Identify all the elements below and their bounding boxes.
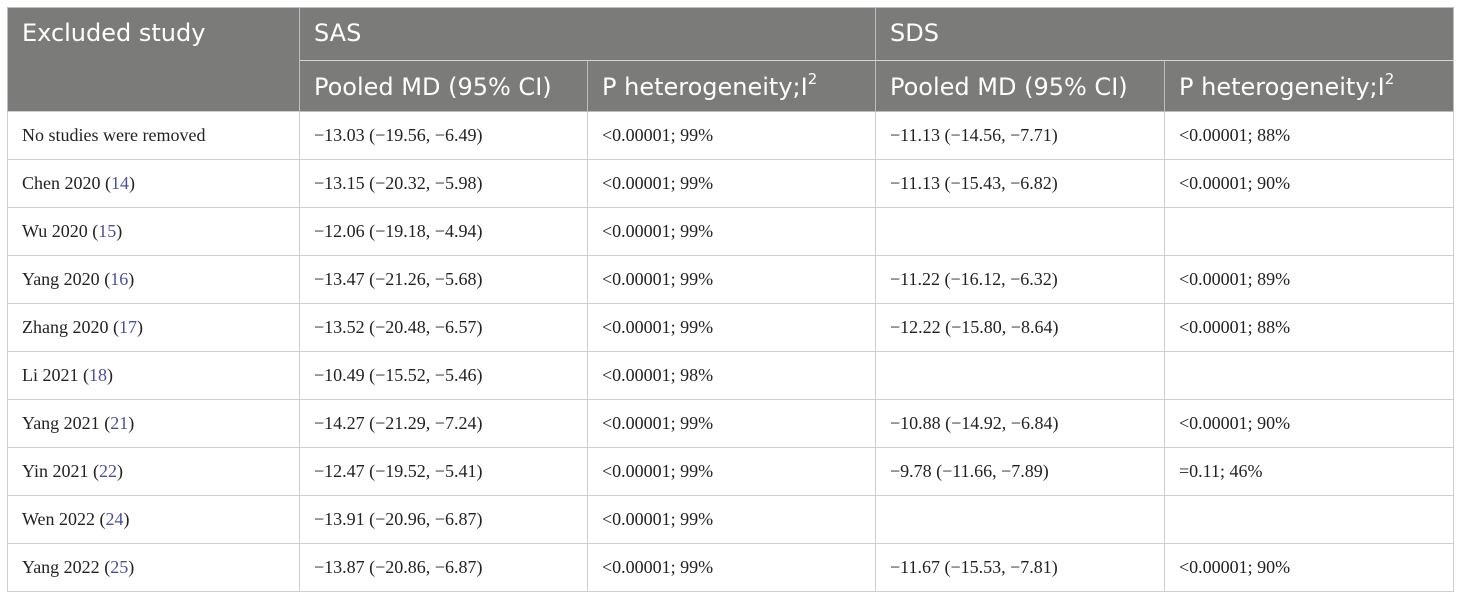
sds-p-heterogeneity-cell <box>1163 207 1455 256</box>
sds-p-heterogeneity-cell <box>1163 495 1455 544</box>
table-row: Wu 2020 (15) −12.06 (−19.18, −4.94) <0.0… <box>7 207 1455 256</box>
header-sas-p-heterogeneity: P heterogeneity;I2 <box>587 60 876 112</box>
sds-p-heterogeneity-cell: <0.00001; 88% <box>1163 303 1455 352</box>
sds-pooled-md-cell: −12.22 (−15.80, −8.64) <box>875 303 1165 352</box>
sds-pooled-md-cell: −11.13 (−14.56, −7.71) <box>875 111 1165 160</box>
reference-link[interactable]: 21 <box>110 413 129 433</box>
sds-pooled-md-cell <box>875 351 1165 400</box>
sas-p-heterogeneity-cell: <0.00001; 98% <box>587 351 876 400</box>
sas-p-heterogeneity-cell: <0.00001; 99% <box>587 111 876 160</box>
study-name: Zhang 2020 <box>22 317 109 337</box>
header-row-subcolumns: Pooled MD (95% CI) P heterogeneity;I2 Po… <box>8 60 1455 112</box>
sds-p-heterogeneity-cell <box>1163 351 1455 400</box>
header-p-het-label: P heterogeneity;I <box>1179 73 1385 101</box>
study-name: No studies were removed <box>22 125 206 145</box>
sds-p-heterogeneity-cell: <0.00001; 88% <box>1163 111 1455 160</box>
sas-pooled-md-cell: −12.47 (−19.52, −5.41) <box>299 447 588 496</box>
excluded-study-cell: Li 2021 (18) <box>7 351 300 400</box>
sds-pooled-md-cell <box>875 207 1165 256</box>
reference-link[interactable]: 15 <box>98 221 117 241</box>
sas-p-heterogeneity-cell: <0.00001; 99% <box>587 399 876 448</box>
sas-pooled-md-cell: −13.52 (−20.48, −6.57) <box>299 303 588 352</box>
table-row: Yang 2020 (16) −13.47 (−21.26, −5.68) <0… <box>7 255 1455 304</box>
header-p-het-label: P heterogeneity;I <box>602 73 808 101</box>
sds-pooled-md-cell: −11.67 (−15.53, −7.81) <box>875 543 1165 592</box>
sas-pooled-md-cell: −14.27 (−21.29, −7.24) <box>299 399 588 448</box>
sds-pooled-md-cell: −9.78 (−11.66, −7.89) <box>875 447 1165 496</box>
excluded-study-cell: Wu 2020 (15) <box>7 207 300 256</box>
header-sas-group: SAS <box>299 7 876 61</box>
study-name: Yin 2021 <box>22 461 89 481</box>
table-row: Chen 2020 (14) −13.15 (−20.32, −5.98) <0… <box>7 159 1455 208</box>
study-name: Yang 2022 <box>22 557 100 577</box>
excluded-study-cell: Yang 2021 (21) <box>7 399 300 448</box>
sds-pooled-md-cell <box>875 495 1165 544</box>
sas-pooled-md-cell: −10.49 (−15.52, −5.46) <box>299 351 588 400</box>
header-p-het-superscript: 2 <box>807 70 818 88</box>
header-excluded-study: Excluded study <box>7 7 300 112</box>
sds-p-heterogeneity-cell: =0.11; 46% <box>1163 447 1455 496</box>
study-name: Wu 2020 <box>22 221 88 241</box>
sds-p-heterogeneity-cell: <0.00001; 90% <box>1163 543 1455 592</box>
study-name: Li 2021 <box>22 365 79 385</box>
reference-link[interactable]: 25 <box>110 557 129 577</box>
table-row: Zhang 2020 (17) −13.52 (−20.48, −6.57) <… <box>7 303 1455 352</box>
header-sds-p-heterogeneity: P heterogeneity;I2 <box>1163 60 1455 112</box>
sds-p-heterogeneity-cell: <0.00001; 90% <box>1163 399 1455 448</box>
sas-p-heterogeneity-cell: <0.00001; 99% <box>587 207 876 256</box>
sas-pooled-md-cell: −13.03 (−19.56, −6.49) <box>299 111 588 160</box>
table-row: No studies were removed −13.03 (−19.56, … <box>7 111 1455 160</box>
table-row: Wen 2022 (24) −13.91 (−20.96, −6.87) <0.… <box>7 495 1455 544</box>
reference-link[interactable]: 22 <box>99 461 118 481</box>
reference-link[interactable]: 18 <box>89 365 107 385</box>
header-p-het-superscript: 2 <box>1384 70 1395 88</box>
reference-link[interactable]: 24 <box>105 509 124 529</box>
excluded-study-cell: Yang 2022 (25) <box>7 543 300 592</box>
excluded-study-cell: Wen 2022 (24) <box>7 495 300 544</box>
excluded-study-cell: Zhang 2020 (17) <box>7 303 300 352</box>
sas-p-heterogeneity-cell: <0.00001; 99% <box>587 447 876 496</box>
header-sas-pooled-md: Pooled MD (95% CI) <box>299 60 588 112</box>
sas-pooled-md-cell: −13.15 (−20.32, −5.98) <box>299 159 588 208</box>
header-sds-group: SDS <box>874 7 1455 61</box>
sds-p-heterogeneity-cell: <0.00001; 89% <box>1163 255 1455 304</box>
excluded-study-cell: No studies were removed <box>7 111 300 160</box>
reference-link[interactable]: 14 <box>111 173 129 193</box>
sas-pooled-md-cell: −12.06 (−19.18, −4.94) <box>299 207 588 256</box>
sds-pooled-md-cell: −11.22 (−16.12, −6.32) <box>875 255 1165 304</box>
header-sds-pooled-md: Pooled MD (95% CI) <box>875 60 1165 112</box>
sas-p-heterogeneity-cell: <0.00001; 99% <box>587 159 876 208</box>
study-name: Wen 2022 <box>22 509 96 529</box>
table-header: Excluded study SAS SDS Pooled MD (95% CI… <box>7 7 1455 112</box>
table-row: Li 2021 (18) −10.49 (−15.52, −5.46) <0.0… <box>7 351 1455 400</box>
sas-pooled-md-cell: −13.47 (−21.26, −5.68) <box>299 255 588 304</box>
sensitivity-analysis-table: Excluded study SAS SDS Pooled MD (95% CI… <box>7 7 1455 592</box>
sas-p-heterogeneity-cell: <0.00001; 99% <box>587 303 876 352</box>
table-body: No studies were removed −13.03 (−19.56, … <box>7 111 1455 592</box>
excluded-study-cell: Yin 2021 (22) <box>7 447 300 496</box>
excluded-study-cell: Yang 2020 (16) <box>7 255 300 304</box>
study-name: Chen 2020 <box>22 173 101 193</box>
sas-pooled-md-cell: −13.91 (−20.96, −6.87) <box>299 495 588 544</box>
sds-pooled-md-cell: −10.88 (−14.92, −6.84) <box>875 399 1165 448</box>
reference-link[interactable]: 16 <box>110 269 129 289</box>
sas-p-heterogeneity-cell: <0.00001; 99% <box>587 255 876 304</box>
table-row: Yang 2021 (21) −14.27 (−21.29, −7.24) <0… <box>7 399 1455 448</box>
sas-p-heterogeneity-cell: <0.00001; 99% <box>587 543 876 592</box>
sds-p-heterogeneity-cell: <0.00001; 90% <box>1163 159 1455 208</box>
table-row: Yang 2022 (25) −13.87 (−20.86, −6.87) <0… <box>7 543 1455 592</box>
header-row-groups: Excluded study SAS SDS <box>7 7 1455 112</box>
excluded-study-cell: Chen 2020 (14) <box>7 159 300 208</box>
reference-link[interactable]: 17 <box>118 317 137 337</box>
study-name: Yang 2021 <box>22 413 100 433</box>
study-name: Yang 2020 <box>22 269 100 289</box>
table-row: Yin 2021 (22) −12.47 (−19.52, −5.41) <0.… <box>7 447 1455 496</box>
sas-pooled-md-cell: −13.87 (−20.86, −6.87) <box>299 543 588 592</box>
sds-pooled-md-cell: −11.13 (−15.43, −6.82) <box>875 159 1165 208</box>
sas-p-heterogeneity-cell: <0.00001; 99% <box>587 495 876 544</box>
